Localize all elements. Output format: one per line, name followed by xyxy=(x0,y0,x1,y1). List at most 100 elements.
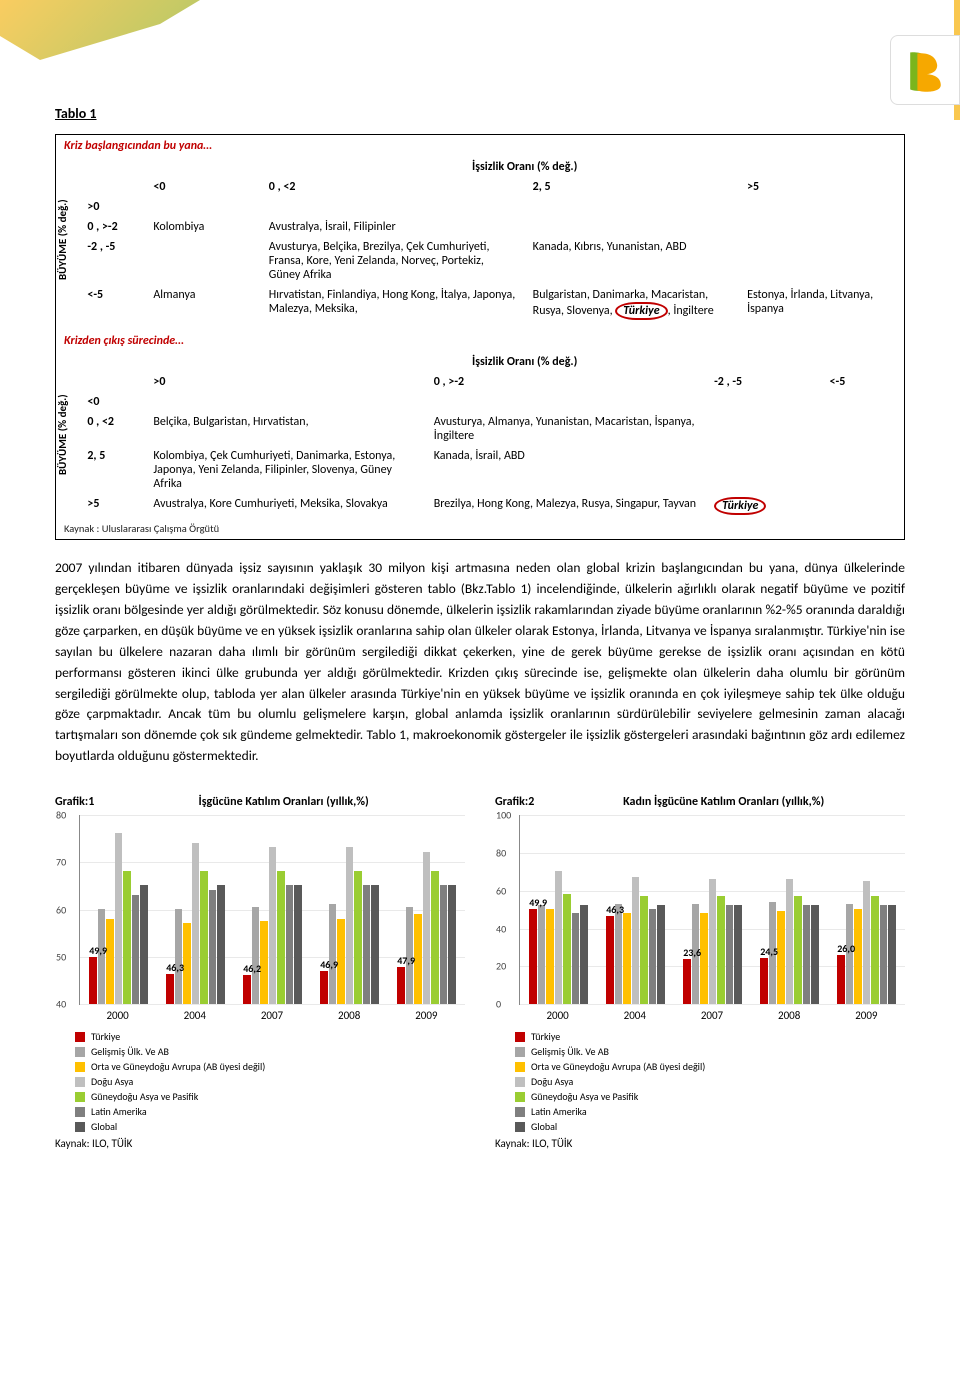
chart2-xaxis: 20002004200720082009 xyxy=(519,1009,905,1022)
table-col-header: 0 , <2 xyxy=(261,177,525,197)
ytick-label: 20 xyxy=(496,960,506,973)
xtick-label: 2008 xyxy=(778,1009,800,1022)
bar xyxy=(209,890,217,1004)
legend-swatch xyxy=(515,1107,525,1117)
legend-item: Doğu Asya xyxy=(75,1075,465,1088)
gridline xyxy=(520,853,905,854)
bar-group: 26,0 xyxy=(837,881,896,1005)
table1-title: Kriz başlangıcından bu yana… xyxy=(56,135,243,157)
legend-label: Global xyxy=(91,1120,117,1133)
table-cell xyxy=(822,392,904,412)
page-content: Tablo 1 Kriz başlangıcından bu yana… BÜY… xyxy=(0,0,960,1190)
bar xyxy=(277,871,285,1004)
legend-label: Latin Amerika xyxy=(91,1105,147,1118)
bar xyxy=(871,896,879,1004)
chart1-col: Grafik:1 İşgücüne Katılım Oranları (yıll… xyxy=(55,795,465,1150)
legend-swatch xyxy=(515,1032,525,1042)
table-cell: Belçika, Bulgaristan, Hırvatistan, xyxy=(145,412,425,446)
brand-logo xyxy=(890,35,960,105)
chart2-source: Kaynak: ILO, TÜİK xyxy=(495,1137,905,1150)
table-row: >0 xyxy=(79,197,904,217)
bar xyxy=(580,905,588,1004)
legend-label: Güneydoğu Asya ve Pasifik xyxy=(531,1090,638,1103)
legend-swatch xyxy=(515,1092,525,1102)
legend-swatch xyxy=(515,1077,525,1087)
table-cell: Kanada, İsrail, ABD xyxy=(426,446,706,494)
table-row-label: <-5 xyxy=(79,285,145,323)
bar-group: 46,3 xyxy=(606,877,665,1004)
legend-item: Orta ve Güneydoğu Avrupa (AB üyesi değil… xyxy=(515,1060,905,1073)
bar xyxy=(354,871,362,1004)
ytick-label: 40 xyxy=(56,998,66,1011)
bar xyxy=(863,881,871,1005)
bar xyxy=(734,905,742,1004)
table-row-label: 2, 5 xyxy=(79,446,145,494)
bar xyxy=(294,885,302,1004)
bar xyxy=(440,885,448,1004)
bar xyxy=(175,909,183,1004)
table-col-header: <-5 xyxy=(822,372,904,392)
table-cell xyxy=(145,237,260,285)
xtick-label: 2007 xyxy=(261,1009,283,1022)
bar xyxy=(572,913,580,1004)
chart1-legend: TürkiyeGelişmiş Ülk. Ve ABOrta ve Güneyd… xyxy=(75,1030,465,1133)
ytick-label: 60 xyxy=(496,884,506,897)
bar xyxy=(132,895,140,1004)
bar xyxy=(192,843,200,1005)
legend-swatch xyxy=(515,1122,525,1132)
bar-value-label: 46,9 xyxy=(320,958,338,971)
table-block: Kriz başlangıcından bu yana… BÜYÜME (% d… xyxy=(55,134,905,540)
bar xyxy=(700,913,708,1004)
bar xyxy=(555,871,563,1004)
table-col-header: >5 xyxy=(739,177,904,197)
ytick-label: 100 xyxy=(496,809,511,822)
bar-group: 24,5 xyxy=(760,879,819,1004)
table-cell xyxy=(822,494,904,518)
legend-label: Latin Amerika xyxy=(531,1105,587,1118)
table-col-header: 0 , >-2 xyxy=(426,372,706,392)
ytick-label: 70 xyxy=(56,856,66,869)
legend-label: Doğu Asya xyxy=(531,1075,573,1088)
table-cell: Avustralya, İsrail, Filipinler xyxy=(261,217,525,237)
ytick-label: 40 xyxy=(496,922,506,935)
bar-value-label: 24,5 xyxy=(760,945,778,958)
bar: 46,3 xyxy=(606,916,614,1004)
bar xyxy=(431,871,439,1004)
table-cell xyxy=(739,237,904,285)
bar xyxy=(286,885,294,1004)
chart1-source: Kaynak: ILO, TÜİK xyxy=(55,1137,465,1150)
legend-label: Türkiye xyxy=(91,1030,120,1043)
ytick-label: 80 xyxy=(56,809,66,822)
table2-side-label: BÜYÜME (% değ.) xyxy=(56,352,79,518)
chart2-col: Grafik:2 Kadın İşgücüne Katılım Oranları… xyxy=(495,795,905,1150)
circled-word: Türkiye xyxy=(615,302,667,320)
bar xyxy=(717,896,725,1004)
bar: 46,2 xyxy=(243,975,251,1004)
bar-value-label: 49,9 xyxy=(529,896,547,909)
xtick-label: 2008 xyxy=(338,1009,360,1022)
legend-item: Gelişmiş Ülk. Ve AB xyxy=(75,1045,465,1058)
table-row-label: -2 , -5 xyxy=(79,237,145,285)
table-cell xyxy=(426,392,706,412)
bar-value-label: 46,3 xyxy=(606,903,624,916)
table-cell: Avustralya, Kore Cumhuriyeti, Meksika, S… xyxy=(145,494,425,518)
legend-label: Global xyxy=(531,1120,557,1133)
bar xyxy=(657,905,665,1004)
chart2-plot: 02040608010049,946,323,624,526,0 xyxy=(519,815,905,1005)
chart1-title: İşgücüne Katılım Oranları (yıllık,%) xyxy=(102,795,465,809)
legend-swatch xyxy=(75,1047,85,1057)
bar xyxy=(632,877,640,1004)
bar xyxy=(649,909,657,1004)
bar-group: 49,9 xyxy=(89,833,148,1004)
circled-word: Türkiye xyxy=(714,497,766,515)
bar-value-label: 47,9 xyxy=(397,954,415,967)
table-cell xyxy=(525,197,739,217)
bar xyxy=(363,885,371,1004)
legend-label: Orta ve Güneydoğu Avrupa (AB üyesi değil… xyxy=(531,1060,705,1073)
table-row-label: >0 xyxy=(79,197,145,217)
table-row: <-5AlmanyaHırvatistan, Finlandiya, Hong … xyxy=(79,285,904,323)
chart1-plot: 405060708049,946,346,246,947,9 xyxy=(79,815,465,1005)
table-cell: Almanya xyxy=(145,285,260,323)
table-cell: Avusturya, Belçika, Brezilya, Çek Cumhur… xyxy=(261,237,525,285)
xtick-label: 2007 xyxy=(701,1009,723,1022)
